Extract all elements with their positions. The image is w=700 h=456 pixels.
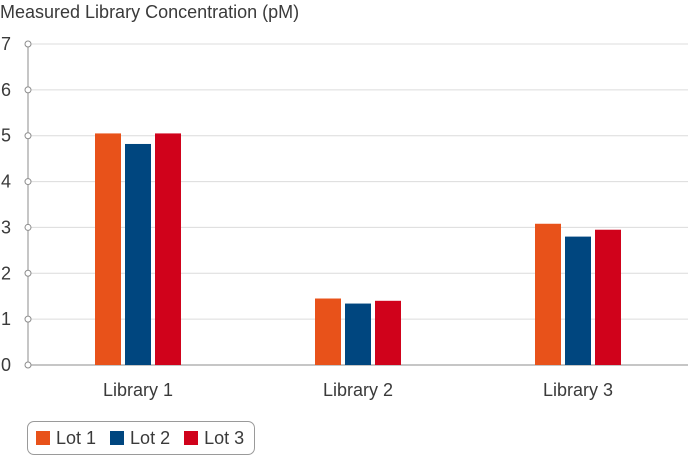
y-tick-marker [24, 223, 32, 231]
x-axis-labels: Library 1 Library 2 Library 3 [103, 380, 613, 400]
y-tick-label: 4 [1, 172, 11, 192]
legend-item: Lot 2 [110, 428, 170, 449]
y-tick-marker [24, 315, 32, 323]
y-tick-marker [24, 132, 32, 140]
legend-label: Lot 1 [56, 427, 97, 448]
bar-lot-3-library-2 [375, 300, 401, 365]
y-tick-marker [24, 86, 32, 94]
bar-lot-3-library-3 [595, 229, 621, 365]
y-tick-label: 5 [1, 126, 11, 146]
bars [95, 133, 621, 365]
y-tick-label: 6 [1, 80, 11, 100]
legend-item: Lot 1 [36, 428, 96, 449]
bar-lot-1-library-3 [535, 223, 561, 365]
bar-lot-1-library-1 [95, 133, 121, 365]
bar-lot-2-library-2 [345, 303, 371, 365]
y-tick-label: 0 [1, 355, 11, 375]
bar-lot-1-library-2 [315, 298, 341, 365]
y-tick-marker [24, 178, 32, 186]
legend-label: Lot 2 [130, 427, 171, 448]
legend-label: Lot 3 [204, 427, 245, 448]
y-tick-label: 3 [1, 217, 11, 237]
bar-chart: 0 1 2 3 4 5 6 7 Library 1 Library 2 Library 3 [1, 34, 688, 400]
y-tick-label: 2 [1, 263, 11, 283]
y-tick-marker [24, 269, 32, 277]
y-tick-label: 7 [1, 34, 11, 54]
legend-swatch [110, 431, 125, 445]
y-tick-marker [24, 40, 32, 48]
legend-swatch [36, 431, 50, 445]
bar-lot-3-library-1 [155, 133, 181, 365]
y-tick-marker [24, 361, 32, 369]
bar-lot-2-library-1 [125, 143, 151, 365]
bar-lot-2-library-3 [565, 236, 591, 365]
x-category-label: Library 3 [543, 380, 613, 400]
legend-item: Lot 3 [184, 428, 244, 449]
x-category-label: Library 1 [103, 380, 173, 400]
y-tick-label: 1 [1, 309, 11, 329]
y-axis: 0 1 2 3 4 5 6 7 [1, 34, 32, 375]
chart-title: Measured Library Concentration (pM) [0, 2, 300, 22]
x-category-label: Library 2 [323, 380, 393, 400]
legend-swatch [184, 431, 199, 445]
legend: Lot 1 Lot 2 Lot 3 [27, 421, 256, 455]
